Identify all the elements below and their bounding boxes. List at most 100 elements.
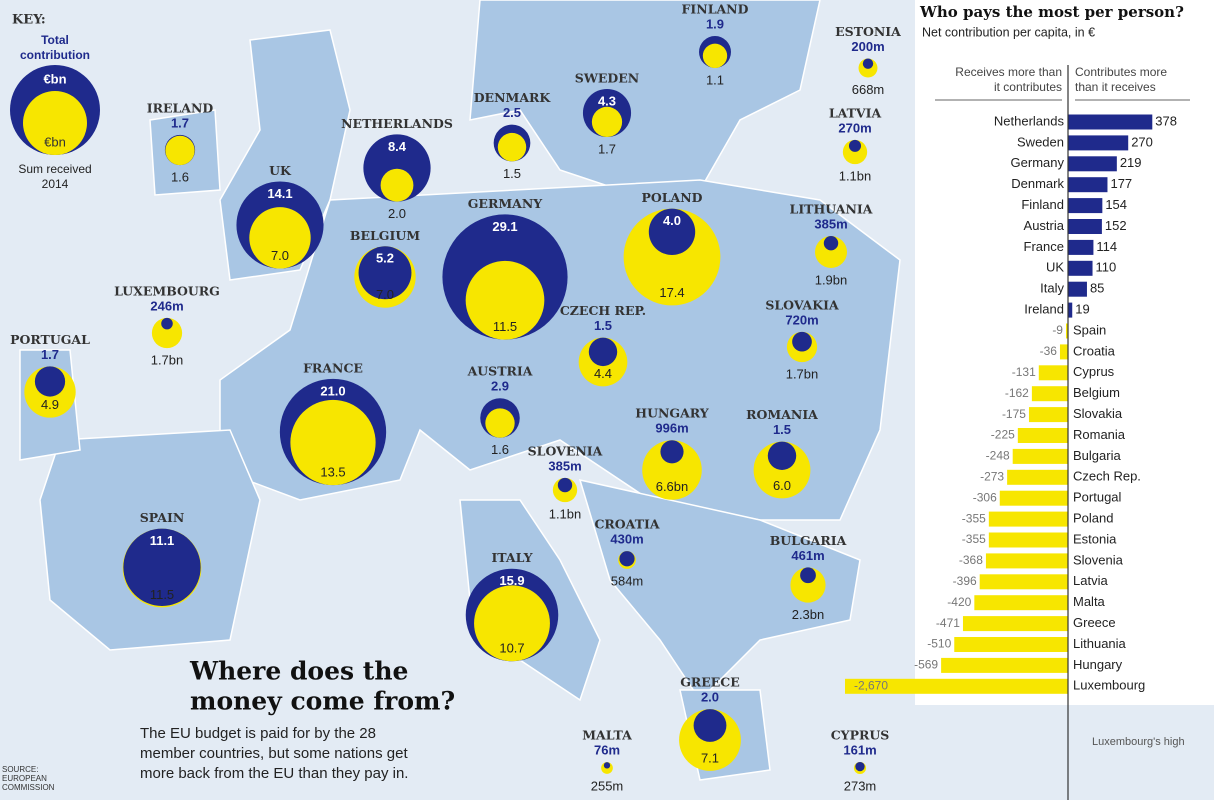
country-name: HUNGARY <box>635 406 710 421</box>
bar <box>1068 239 1094 255</box>
received-circle <box>497 132 527 162</box>
contribution-label: 5.2 <box>376 251 394 266</box>
contribution-circle <box>34 366 66 397</box>
category-label: Romania <box>1073 427 1126 442</box>
country-name: NETHERLANDS <box>341 116 453 131</box>
received-label: 1.6 <box>171 170 189 185</box>
headline-description: more back from the EU than they pay in. <box>140 765 408 782</box>
received-label: 11.5 <box>150 587 174 602</box>
contribution-circle <box>767 441 797 471</box>
country-name: ITALY <box>491 550 533 565</box>
contribution-label: 1.9 <box>706 16 724 31</box>
value-label: -175 <box>1002 407 1026 421</box>
country-name: ROMANIA <box>746 407 818 422</box>
source: SOURCE: <box>2 765 38 774</box>
bar <box>974 595 1068 611</box>
contribution-circle <box>855 761 865 772</box>
value-label: 114 <box>1096 239 1117 254</box>
bar <box>1028 407 1068 423</box>
contribution-label: 385m <box>548 458 581 473</box>
category-label: UK <box>1046 260 1064 275</box>
chart-note: Luxembourg's high <box>1092 736 1185 748</box>
received-label: 1.1bn <box>549 507 582 522</box>
received-label: 13.5 <box>320 465 345 480</box>
left-header: Receives more than <box>955 65 1062 79</box>
contribution-circle <box>792 331 812 352</box>
value-label: -306 <box>973 490 997 504</box>
received-label: 17.4 <box>659 285 684 300</box>
value-label: 378 <box>1155 113 1177 128</box>
contribution-label: 1.5 <box>594 318 612 333</box>
contribution-label: 14.1 <box>267 186 292 201</box>
country-name: CZECH REP. <box>560 303 646 318</box>
bar <box>954 637 1068 652</box>
contribution-circle <box>800 567 816 584</box>
contribution-label: 2.5 <box>503 105 521 120</box>
contribution-label: 430m <box>610 532 643 547</box>
bar <box>999 490 1068 506</box>
category-label: Malta <box>1073 594 1106 609</box>
value-label: -162 <box>1005 386 1029 400</box>
value-label: -420 <box>947 595 971 609</box>
category-label: Denmark <box>1011 176 1064 191</box>
key-title: KEY: <box>12 13 46 28</box>
value-label: -355 <box>962 511 986 525</box>
value-label: -355 <box>962 532 986 546</box>
category-label: Netherlands <box>994 113 1065 128</box>
category-label: Croatia <box>1073 343 1116 358</box>
country-name: GERMANY <box>468 196 544 211</box>
bar <box>1017 428 1068 443</box>
contribution-circle <box>363 134 431 202</box>
category-label: Finland <box>1021 197 1064 212</box>
bar <box>1068 177 1108 193</box>
headline-title: Where does the <box>189 657 408 686</box>
bar <box>845 678 1069 694</box>
contribution-label: 76m <box>594 743 620 758</box>
bar <box>1068 219 1102 234</box>
contribution-label: 1.7 <box>41 347 59 362</box>
contribution-label: 8.4 <box>388 139 407 154</box>
country-name: SLOVAKIA <box>765 297 839 312</box>
received-circle <box>591 106 623 138</box>
bar <box>1068 302 1073 318</box>
country-name: GREECE <box>680 675 740 690</box>
contribution-label: 4.0 <box>663 213 681 228</box>
category-label: Bulgaria <box>1073 448 1121 463</box>
received-label: 1.7bn <box>151 353 184 368</box>
country-name: SWEDEN <box>575 70 639 85</box>
contribution-label: 161m <box>843 742 876 757</box>
category-label: Hungary <box>1073 657 1123 672</box>
value-label: -471 <box>936 616 960 630</box>
contribution-circle <box>660 440 684 464</box>
received-label: 1.6 <box>491 442 509 457</box>
key-received: 2014 <box>42 177 69 191</box>
country-name: FINLAND <box>682 2 749 17</box>
source: COMMISSION <box>2 783 55 792</box>
received-label: 668m <box>852 82 885 97</box>
chart-title: Who pays the most per person? <box>919 3 1184 21</box>
country-name: DENMARK <box>474 90 552 105</box>
bar <box>1031 386 1068 402</box>
received-label: 2.3bn <box>792 607 825 622</box>
received-label: 11.5 <box>493 319 517 334</box>
country-name: LATVIA <box>829 105 882 120</box>
received-circle <box>790 567 826 603</box>
headline-description: The EU budget is paid for by the 28 <box>140 725 376 742</box>
value-label: -273 <box>980 469 1004 483</box>
category-label: France <box>1024 239 1064 254</box>
contribution-label: 11.1 <box>150 533 175 548</box>
country-name: CYPRUS <box>831 727 890 742</box>
value-label: -2,670 <box>854 678 888 692</box>
received-label: 255m <box>591 778 624 793</box>
value-label: 152 <box>1105 218 1127 233</box>
value-label: -9 <box>1052 323 1063 337</box>
received-label: 584m <box>611 573 644 588</box>
contribution-label: 385m <box>814 216 847 231</box>
contribution-label: 21.0 <box>320 383 345 398</box>
category-label: Slovenia <box>1073 552 1124 567</box>
received-label: 1.9bn <box>815 272 848 287</box>
category-label: Lithuania <box>1073 636 1127 651</box>
contribution-circle <box>862 58 874 69</box>
value-label: 270 <box>1131 134 1153 149</box>
received-label: 7.0 <box>376 287 394 302</box>
